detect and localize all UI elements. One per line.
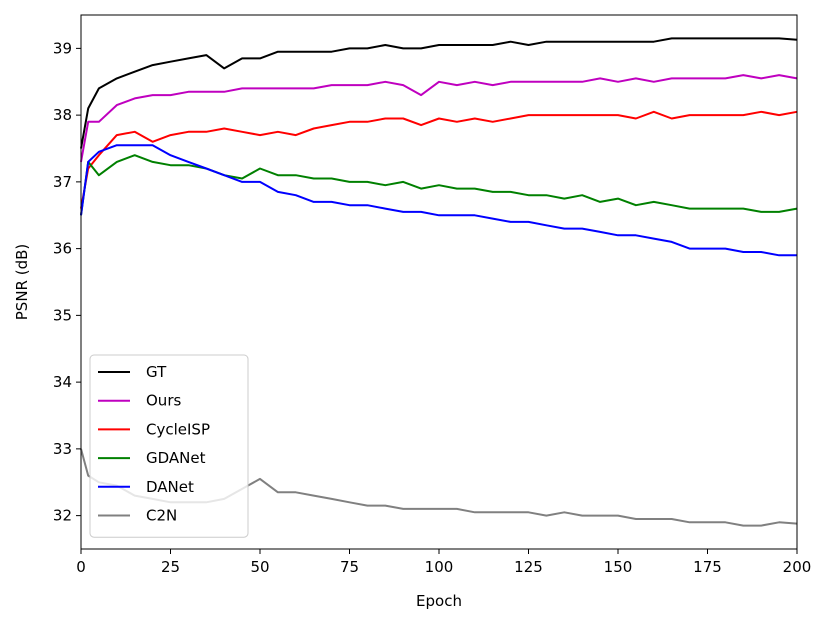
- y-tick-label: 34: [53, 373, 72, 391]
- y-tick-label: 32: [53, 507, 72, 525]
- x-tick-label: 50: [250, 558, 269, 576]
- y-tick-label: 36: [53, 240, 72, 258]
- y-tick-label: 35: [53, 306, 72, 324]
- y-axis: 32 33 34 35 36 37 38 39: [53, 39, 81, 525]
- x-tick-label: 200: [783, 558, 812, 576]
- y-tick-label: 33: [53, 440, 72, 458]
- series-line-danet: [80, 144, 797, 257]
- legend-label: Ours: [146, 392, 181, 410]
- y-tick-label: 37: [53, 173, 72, 191]
- x-axis: 0 25 50 75 100 125 150 175 200: [76, 549, 811, 576]
- y-tick-label: 39: [53, 39, 72, 57]
- series-line-cycleisp: [80, 110, 798, 209]
- series-line-ours: [80, 74, 798, 163]
- x-tick-label: 125: [514, 558, 543, 576]
- x-tick-label: 150: [604, 558, 633, 576]
- y-tick-label: 38: [53, 106, 72, 124]
- y-axis-label: PSNR (dB): [13, 244, 31, 321]
- legend: GT Ours CycleISP GDANet DANet C2N: [89, 354, 249, 538]
- x-tick-label: 25: [161, 558, 180, 576]
- x-tick-label: 0: [76, 558, 86, 576]
- legend-label: GT: [146, 363, 167, 381]
- legend-label: DANet: [146, 478, 194, 496]
- legend-label: CycleISP: [146, 420, 210, 438]
- series-line-gt: [80, 37, 798, 149]
- x-tick-label: 100: [425, 558, 454, 576]
- x-tick-label: 175: [693, 558, 722, 576]
- x-axis-label: Epoch: [416, 592, 462, 610]
- legend-label: C2N: [146, 507, 177, 525]
- legend-label: GDANet: [146, 449, 206, 467]
- x-tick-label: 75: [340, 558, 359, 576]
- series-line-gdanet: [80, 154, 798, 216]
